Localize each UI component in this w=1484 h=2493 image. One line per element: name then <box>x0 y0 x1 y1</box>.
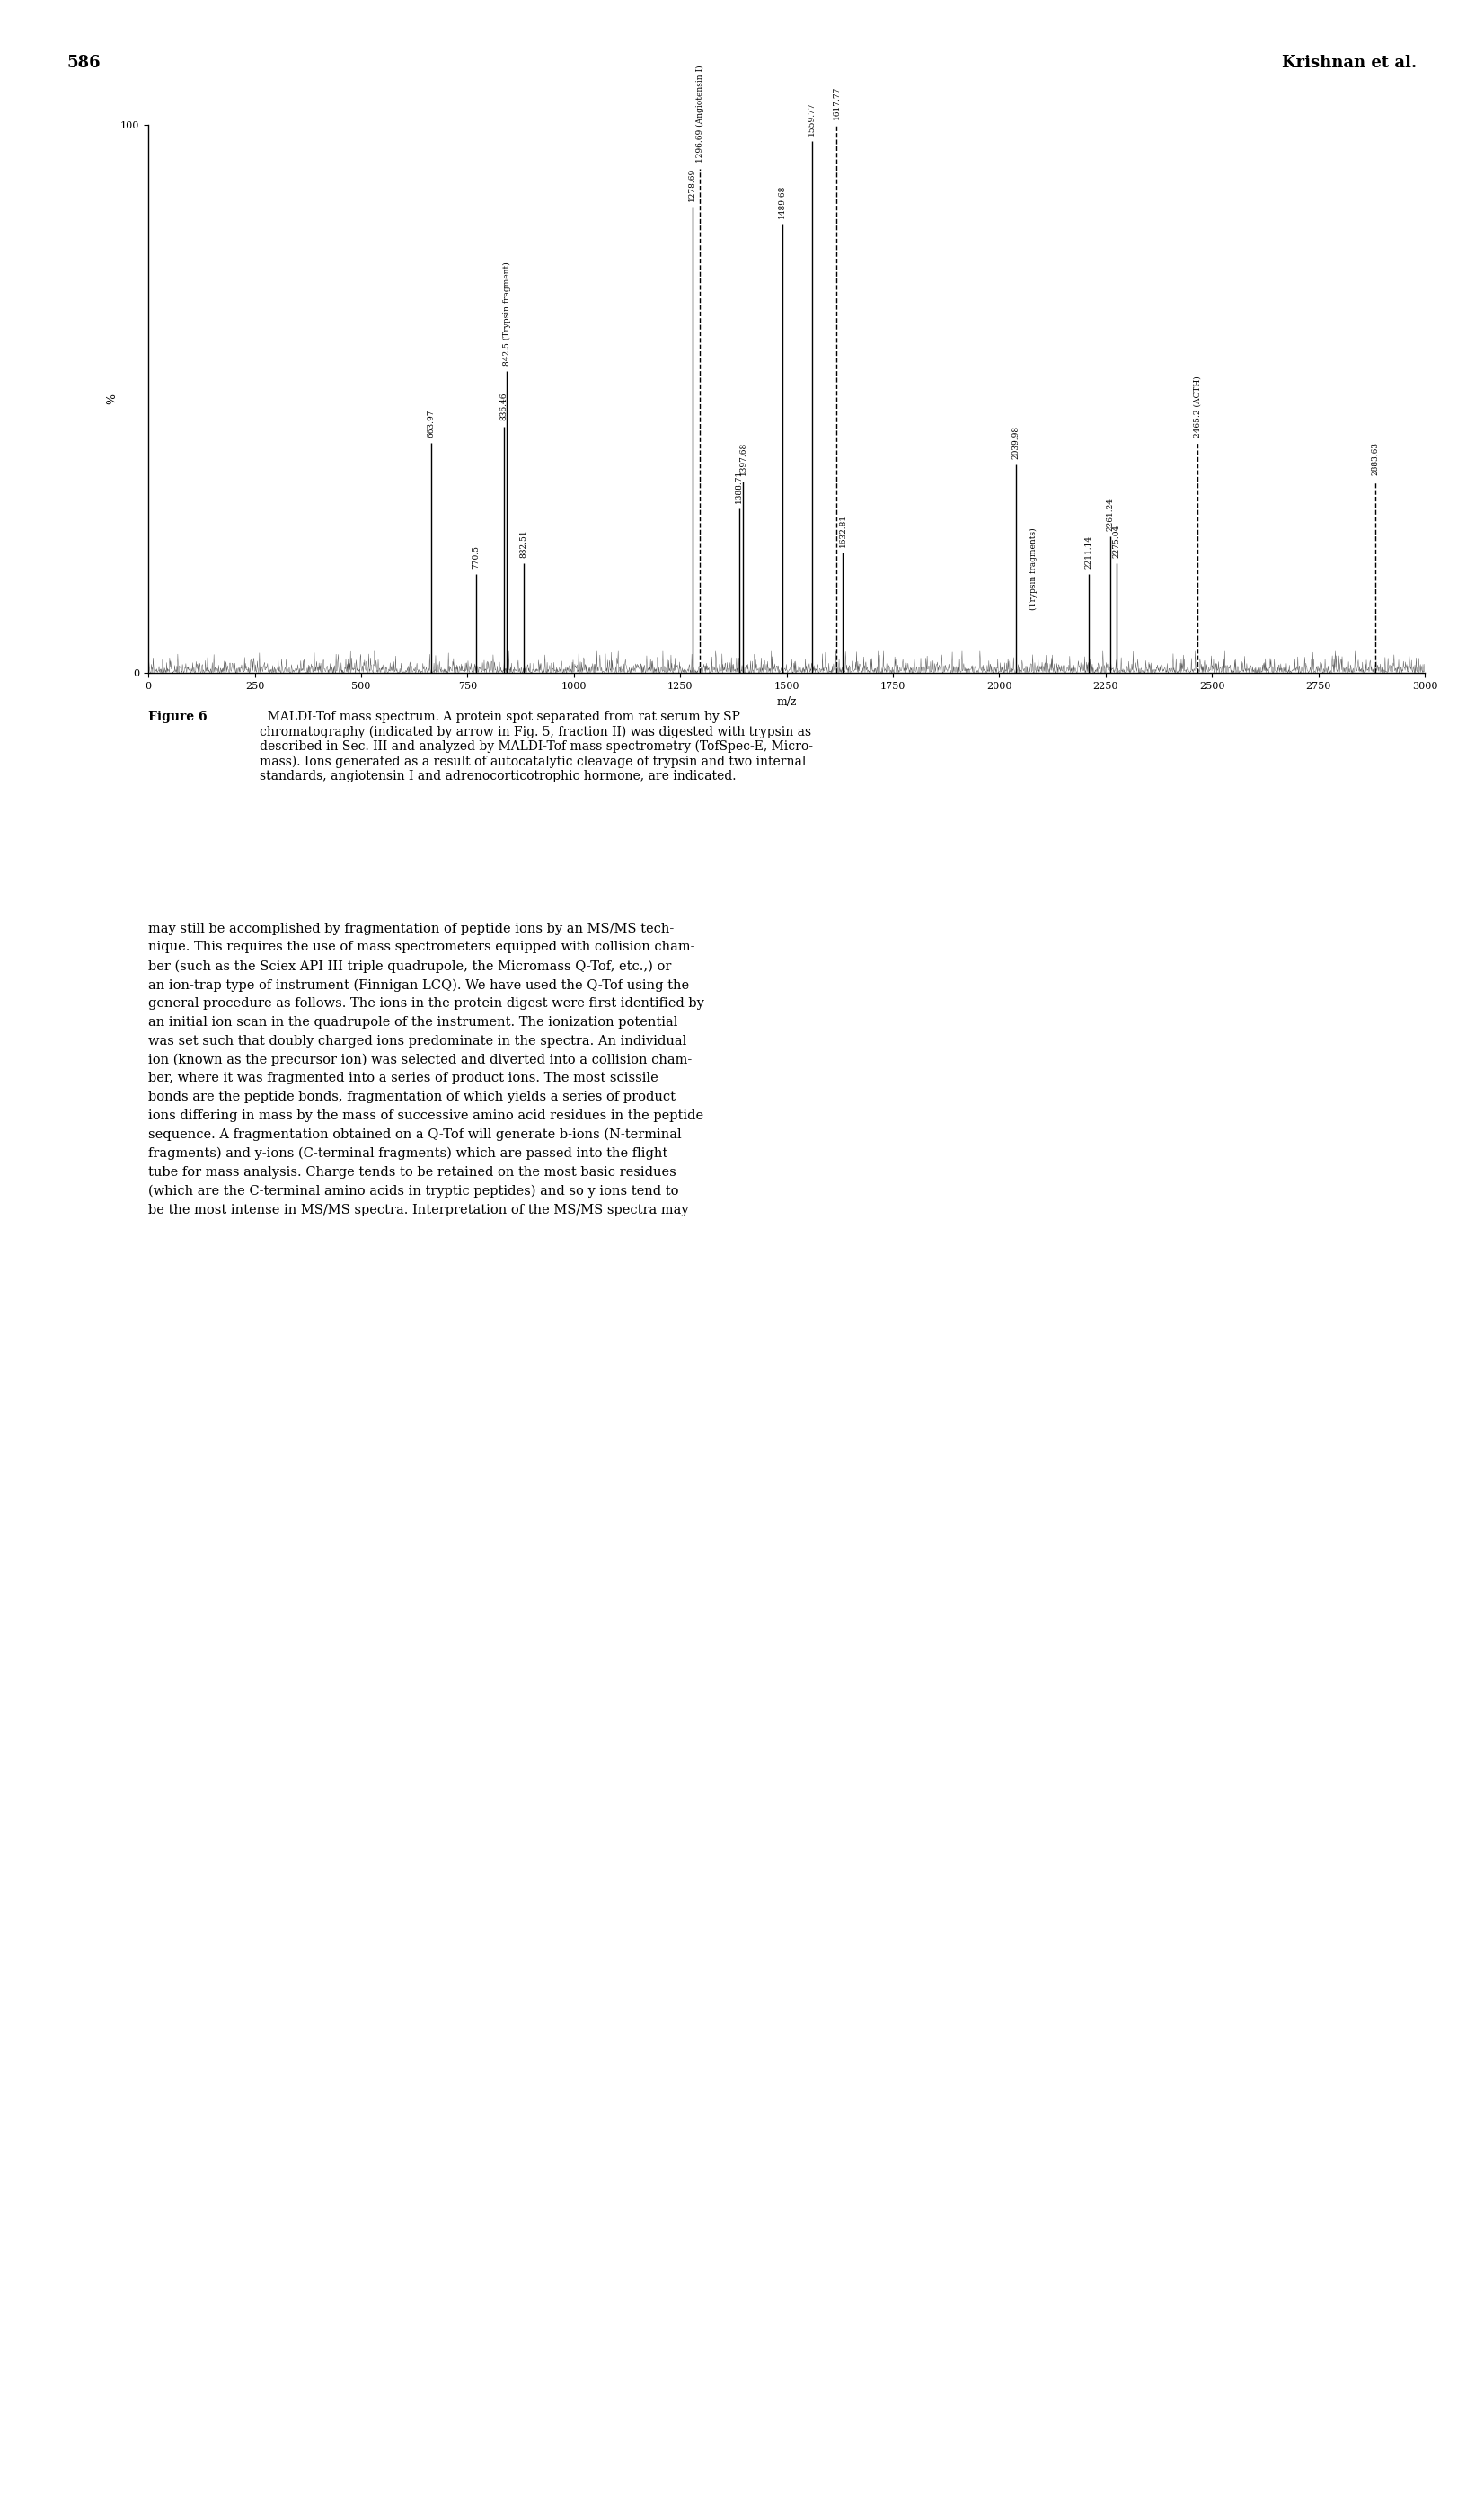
Y-axis label: %: % <box>107 394 117 404</box>
Text: 836.46: 836.46 <box>500 391 509 421</box>
Text: 770.5: 770.5 <box>472 546 481 568</box>
Text: MALDI-Tof mass spectrum. A protein spot separated from rat serum by SP
chromatog: MALDI-Tof mass spectrum. A protein spot … <box>260 711 813 783</box>
Text: 1388.71: 1388.71 <box>735 469 743 504</box>
Text: 2465.2 (ACTH): 2465.2 (ACTH) <box>1193 376 1201 436</box>
Text: 2883.63: 2883.63 <box>1371 441 1379 476</box>
Text: 2261.24: 2261.24 <box>1106 496 1114 531</box>
Text: Figure 6: Figure 6 <box>148 711 208 723</box>
Text: 586: 586 <box>67 55 101 70</box>
Text: 882.51: 882.51 <box>519 529 528 558</box>
Text: 1278.69: 1278.69 <box>689 167 696 202</box>
Text: 1632.81: 1632.81 <box>838 514 847 546</box>
Text: Krishnan et al.: Krishnan et al. <box>1282 55 1417 70</box>
Text: 663.97: 663.97 <box>427 409 435 436</box>
Text: 1296.69 (Angiotensin I): 1296.69 (Angiotensin I) <box>696 65 703 162</box>
Text: 1489.68: 1489.68 <box>778 184 787 217</box>
Text: 2275.04: 2275.04 <box>1112 524 1120 558</box>
Text: 1617.77: 1617.77 <box>833 85 840 120</box>
Text: (Trypsin fragments): (Trypsin fragments) <box>1028 529 1037 611</box>
Text: 842.5 (Trypsin fragment): 842.5 (Trypsin fragment) <box>503 262 510 366</box>
Text: may still be accomplished by fragmentation of peptide ions by an MS/MS tech-
niq: may still be accomplished by fragmentati… <box>148 922 705 1217</box>
Text: 1559.77: 1559.77 <box>807 102 816 135</box>
Text: 1397.68: 1397.68 <box>739 441 746 476</box>
X-axis label: m/z: m/z <box>776 696 797 708</box>
Text: 2039.98: 2039.98 <box>1012 426 1021 459</box>
Text: 2211.14: 2211.14 <box>1085 536 1094 568</box>
